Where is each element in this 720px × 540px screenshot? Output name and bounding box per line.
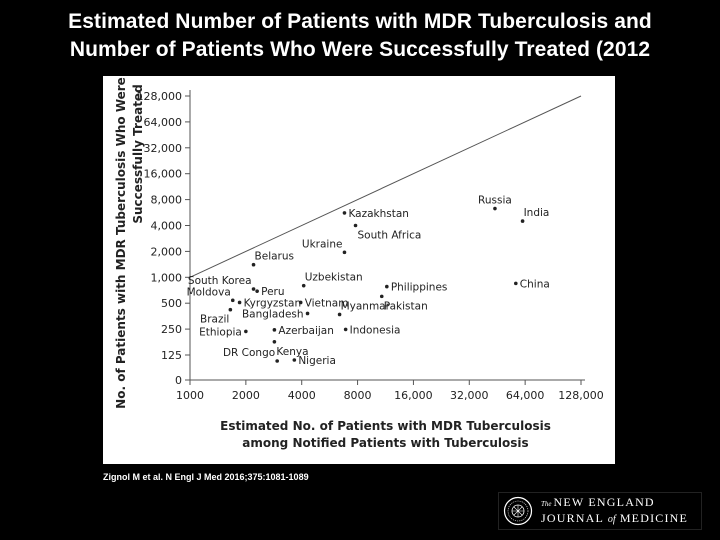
- point-kyrgyzstan: [237, 300, 242, 305]
- point-myanmar: [337, 312, 342, 317]
- slide-title-line-1: Estimated Number of Patients with MDR Tu…: [68, 10, 652, 33]
- x-tick-label: 8000: [344, 389, 372, 402]
- points-layer: Russia India China Kazakhstan South Africa Uk…: [187, 195, 550, 367]
- point-label-ethiopia: Ethiopia: [199, 326, 242, 338]
- y-tick-label: 16,000: [144, 168, 183, 181]
- point-moldova: [230, 298, 235, 303]
- point-label-peru: Peru: [261, 286, 284, 298]
- slide-title-line-2: Number of Patients Who Were Successfully…: [69, 38, 651, 61]
- x-axis-label-line-1: Estimated No. of Patients with MDR Tuber…: [220, 419, 551, 433]
- x-tick-label: 64,000: [506, 389, 544, 402]
- x-tick-label: 32,000: [450, 389, 489, 402]
- point-label-vietnam: Vietnam: [305, 297, 349, 309]
- seal-icon: [503, 496, 533, 526]
- point-kazakhstan: [342, 211, 347, 215]
- y-tick-label: 125: [161, 349, 182, 362]
- point-label-nigeria: Nigeria: [298, 355, 336, 367]
- x-tick-label: 4000: [288, 389, 316, 402]
- point-belarus: [251, 262, 256, 267]
- point-label-china: China: [520, 278, 550, 290]
- citation: Zignol M et al. N Engl J Med 2016;375:10…: [103, 472, 309, 482]
- y-tick-label: 2,000: [151, 245, 183, 258]
- point-label-ukraine: Ukraine: [302, 238, 343, 250]
- y-tick-label: 4,000: [151, 220, 183, 233]
- x-tick-label: 1000: [176, 389, 204, 402]
- point-label-india: India: [524, 207, 550, 219]
- point-label-south-korea: South Korea: [188, 275, 252, 287]
- point-label-brazil: Brazil: [200, 314, 229, 326]
- point-azerbaijan: [272, 328, 277, 332]
- logo-medicine: MEDICINE: [619, 511, 689, 525]
- point-label-uzbekistan: Uzbekistan: [305, 272, 363, 284]
- point-label-bangladesh: Bangladesh: [242, 308, 304, 320]
- point-south-korea: [251, 287, 256, 291]
- y-tick-label: 1,000: [151, 271, 183, 284]
- point-label-south-africa: South Africa: [358, 230, 422, 242]
- point-ethiopia: [244, 329, 248, 334]
- logo-journal: JOURNAL: [541, 511, 604, 525]
- point-peru: [255, 289, 259, 293]
- point-label-moldova: Moldova: [187, 286, 231, 298]
- point-russia: [493, 206, 497, 211]
- point-philippines: [385, 284, 389, 289]
- y-axis-label-line-2: Successfully Treated: [131, 84, 145, 223]
- point-label-pakistan: Pakistan: [384, 300, 428, 312]
- reference-line: [189, 95, 582, 278]
- point-label-belarus: Belarus: [255, 251, 294, 263]
- x-tick-label: 128,000: [558, 389, 604, 402]
- point-label-azerbaijan: Azerbaijan: [278, 325, 334, 337]
- logo-the: The: [541, 500, 552, 508]
- y-axis-label-line-1: No. of Patients with MDR Tuberculosis Wh…: [114, 77, 128, 409]
- point-china: [514, 281, 518, 286]
- point-kenya: [272, 339, 277, 344]
- point-label-indonesia: Indonesia: [350, 324, 401, 336]
- y-tick-label: 500: [161, 297, 182, 310]
- point-ukraine: [342, 250, 347, 255]
- scatter-chart: 0 125 250 500 1,000 2,000 4,000 8,000 16,000 32,0…: [114, 77, 604, 450]
- point-label-myanmar: Myanmar: [341, 300, 391, 312]
- point-pakistan: [379, 294, 384, 299]
- point-label-kazakhstan: Kazakhstan: [348, 208, 409, 220]
- axes-layer: 0 125 250 500 1,000 2,000 4,000 8,000 16,000 32,0…: [137, 90, 604, 402]
- slide-title: Estimated Number of Patients with MDR Tu…: [0, 8, 720, 64]
- x-axis-label-line-2: among Notified Patients with Tuberculosi…: [242, 436, 528, 450]
- x-tick-label: 2000: [232, 389, 260, 402]
- point-label-philippines: Philippines: [391, 282, 448, 294]
- point-uzbekistan: [301, 283, 306, 288]
- point-india: [520, 219, 525, 223]
- point-label-russia: Russia: [478, 195, 512, 207]
- y-tick-label: 128,000: [137, 90, 183, 103]
- x-tick-label: 16,000: [394, 389, 433, 402]
- y-tick-label: 250: [161, 323, 182, 336]
- point-dr-congo: [275, 359, 279, 363]
- logo-line-1: NEW ENGLAND: [553, 495, 655, 509]
- point-south-africa: [353, 223, 358, 228]
- point-label-kenya: Kenya: [276, 346, 308, 358]
- point-bangladesh: [305, 311, 310, 316]
- y-tick-label: 8,000: [151, 194, 183, 207]
- y-tick-label: 32,000: [144, 142, 183, 155]
- point-nigeria: [292, 358, 297, 362]
- point-vietnam: [298, 300, 303, 305]
- figure-panel: 0 125 250 500 1,000 2,000 4,000 8,000 16,000 32,0…: [103, 76, 615, 464]
- point-label-kyrgyzstan: Kyrgyzstan: [244, 297, 302, 309]
- journal-logo: The NEW ENGLAND JOURNAL of MEDICINE: [498, 492, 702, 530]
- logo-of: of: [607, 514, 616, 525]
- y-tick-label: 64,000: [144, 116, 183, 129]
- point-brazil: [228, 307, 233, 312]
- point-label-dr-congo: DR Congo: [223, 347, 275, 359]
- y-tick-label: 0: [175, 374, 182, 387]
- point-indonesia: [343, 327, 348, 332]
